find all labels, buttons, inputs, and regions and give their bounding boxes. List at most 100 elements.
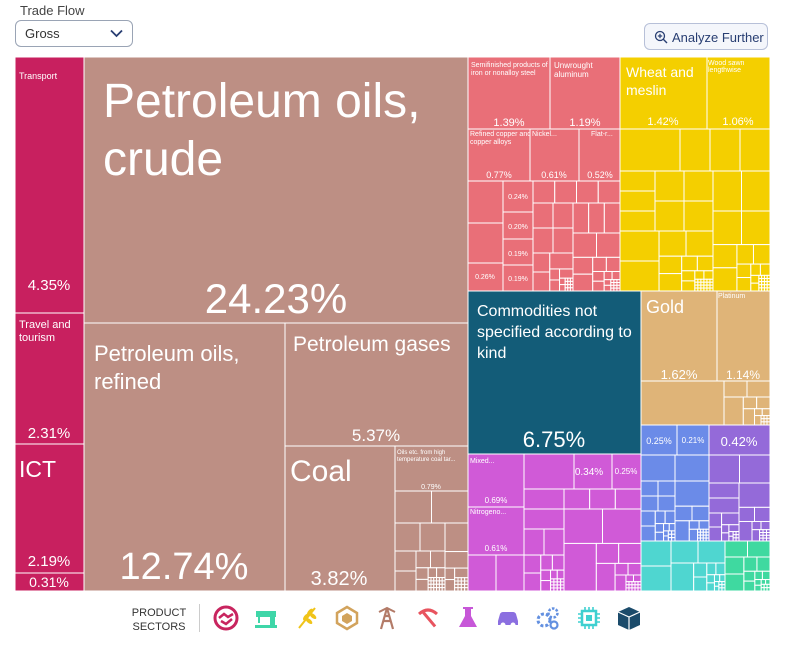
- tile-electronics-small[interactable]: [670, 562, 695, 591]
- tile-agriculture-small[interactable]: [750, 282, 760, 292]
- tile-vehicles-small[interactable]: [751, 529, 761, 542]
- tile-agriculture-small[interactable]: [658, 273, 683, 292]
- tile-metals-small[interactable]: [467, 180, 504, 224]
- tile-chemicals-small[interactable]: [563, 488, 591, 510]
- tile-chemicals-small[interactable]: [556, 587, 562, 591]
- tile-stone-small[interactable]: [742, 396, 758, 410]
- tile-chemicals-small[interactable]: [595, 542, 620, 564]
- tile-minerals-small[interactable]: [431, 490, 469, 524]
- tile-mixed-fertilizers[interactable]: [467, 453, 525, 508]
- tile-metals-small[interactable]: [572, 202, 590, 234]
- tile-metals-small[interactable]: [549, 268, 561, 281]
- tile-petroleum-gases[interactable]: [284, 322, 469, 447]
- tile-chemicals-small[interactable]: [563, 542, 597, 591]
- tile-stone-small[interactable]: [640, 380, 725, 426]
- tile-metals-small[interactable]: [572, 256, 594, 275]
- tile-textiles-small[interactable]: [754, 570, 763, 581]
- tile-stone-small[interactable]: [742, 408, 756, 426]
- tile-machinery-small[interactable]: [688, 528, 699, 542]
- tile-minerals-small[interactable]: [464, 587, 469, 591]
- tile-minerals-small[interactable]: [454, 567, 469, 579]
- tile-textiles-small[interactable]: [754, 584, 762, 591]
- tile-chemicals-small[interactable]: [556, 569, 565, 580]
- tile-metals-small[interactable]: [603, 270, 613, 281]
- tile-nickel[interactable]: [529, 128, 580, 182]
- tile-machinery-small[interactable]: [654, 531, 665, 542]
- tile-electronics-small[interactable]: [713, 585, 720, 591]
- tile-chemicals-small[interactable]: [625, 574, 634, 583]
- tile-machinery-small[interactable]: [671, 537, 676, 542]
- tile-agriculture-small[interactable]: [654, 170, 685, 202]
- tile-vehicles-small[interactable]: [738, 506, 755, 522]
- tile-metals-small[interactable]: [588, 202, 605, 234]
- tile-metals-small[interactable]: [532, 252, 551, 273]
- tile-machinery-small[interactable]: [640, 525, 656, 542]
- tile-semifinished-iron[interactable]: [467, 57, 551, 130]
- tile-minerals-small[interactable]: [441, 577, 446, 582]
- tile-machinery-small[interactable]: [640, 480, 659, 497]
- tile-textiles-small[interactable]: [743, 580, 756, 591]
- tile-minerals-small[interactable]: [430, 550, 446, 569]
- tile-chemicals-small[interactable]: [595, 562, 616, 591]
- tile-minerals-small[interactable]: [394, 490, 432, 524]
- tile-chemicals-small[interactable]: [543, 528, 565, 556]
- tile-vehicles-small[interactable]: [751, 520, 762, 531]
- tile-vehicles-small[interactable]: [728, 524, 740, 533]
- tile-machinery-small[interactable]: [657, 495, 676, 512]
- tile-metals-small[interactable]: [605, 256, 621, 272]
- tile-machinery-small[interactable]: [671, 533, 676, 539]
- tile-agriculture-small[interactable]: [681, 255, 698, 272]
- tile-metals-small[interactable]: [502, 180, 534, 213]
- tile-chemicals-small[interactable]: [523, 453, 575, 490]
- tile-metals-small[interactable]: [592, 270, 605, 282]
- tile-agriculture-small[interactable]: [752, 244, 770, 265]
- tile-chemicals-small[interactable]: [550, 587, 555, 591]
- tile-electronics-small[interactable]: [715, 562, 726, 576]
- tile-metals-small[interactable]: [552, 227, 574, 254]
- tile-machinery-small[interactable]: [663, 530, 669, 537]
- tile-agriculture-small[interactable]: [759, 263, 770, 276]
- tile-textiles-small[interactable]: [761, 570, 770, 581]
- tile-chemicals-c[interactable]: [573, 453, 613, 490]
- tile-metals-small[interactable]: [603, 202, 621, 234]
- tile-vehicles-small[interactable]: [708, 526, 723, 542]
- tile-chemicals-small[interactable]: [614, 574, 627, 591]
- tile-agriculture-small[interactable]: [712, 170, 742, 212]
- tile-agriculture-small[interactable]: [694, 270, 705, 280]
- tile-agriculture-small[interactable]: [709, 128, 741, 172]
- tile-metals-small[interactable]: [572, 232, 597, 258]
- tile-agriculture-small[interactable]: [658, 230, 687, 257]
- tile-metals-small[interactable]: [603, 284, 612, 292]
- tile-agriculture-small[interactable]: [685, 230, 714, 257]
- tile-agriculture-small[interactable]: [683, 170, 714, 202]
- tile-vehicles-main[interactable]: [708, 424, 770, 456]
- minerals-oil-rig-icon[interactable]: [373, 604, 401, 632]
- tile-vehicles-small[interactable]: [760, 520, 770, 531]
- tile-machinery-small[interactable]: [654, 510, 666, 525]
- tile-chemicals-small[interactable]: [467, 554, 497, 591]
- tile-chemicals-small[interactable]: [523, 508, 565, 530]
- tile-chemicals-small[interactable]: [523, 488, 565, 510]
- tile-machinery-small[interactable]: [664, 510, 676, 525]
- tile-minerals-small[interactable]: [444, 522, 469, 553]
- tile-metals-small[interactable]: [467, 222, 504, 264]
- tile-chemicals-small[interactable]: [614, 488, 642, 510]
- tile-machinery-small[interactable]: [691, 505, 710, 522]
- tile-vehicles-small[interactable]: [721, 524, 730, 534]
- tile-textiles-small[interactable]: [743, 570, 756, 582]
- tile-vehicles-small[interactable]: [738, 482, 770, 508]
- vehicles-car-icon[interactable]: [494, 604, 522, 632]
- tile-vehicles-small[interactable]: [708, 512, 723, 528]
- tile-chemicals-small[interactable]: [563, 508, 603, 544]
- tile-metals-small[interactable]: [592, 280, 605, 292]
- tile-chemicals-small[interactable]: [560, 587, 565, 591]
- tile-electronics-small[interactable]: [697, 540, 726, 564]
- tile-textiles-small[interactable]: [765, 579, 770, 585]
- tile-petroleum-refined[interactable]: [83, 322, 286, 591]
- tile-textiles-small[interactable]: [743, 556, 758, 572]
- tile-chemicals-small[interactable]: [540, 580, 552, 591]
- tile-electronics-small[interactable]: [640, 565, 672, 591]
- services-handshake-icon[interactable]: [212, 604, 240, 632]
- metals-pick-axe-icon[interactable]: [414, 604, 442, 632]
- tile-chemicals-d[interactable]: [611, 453, 642, 490]
